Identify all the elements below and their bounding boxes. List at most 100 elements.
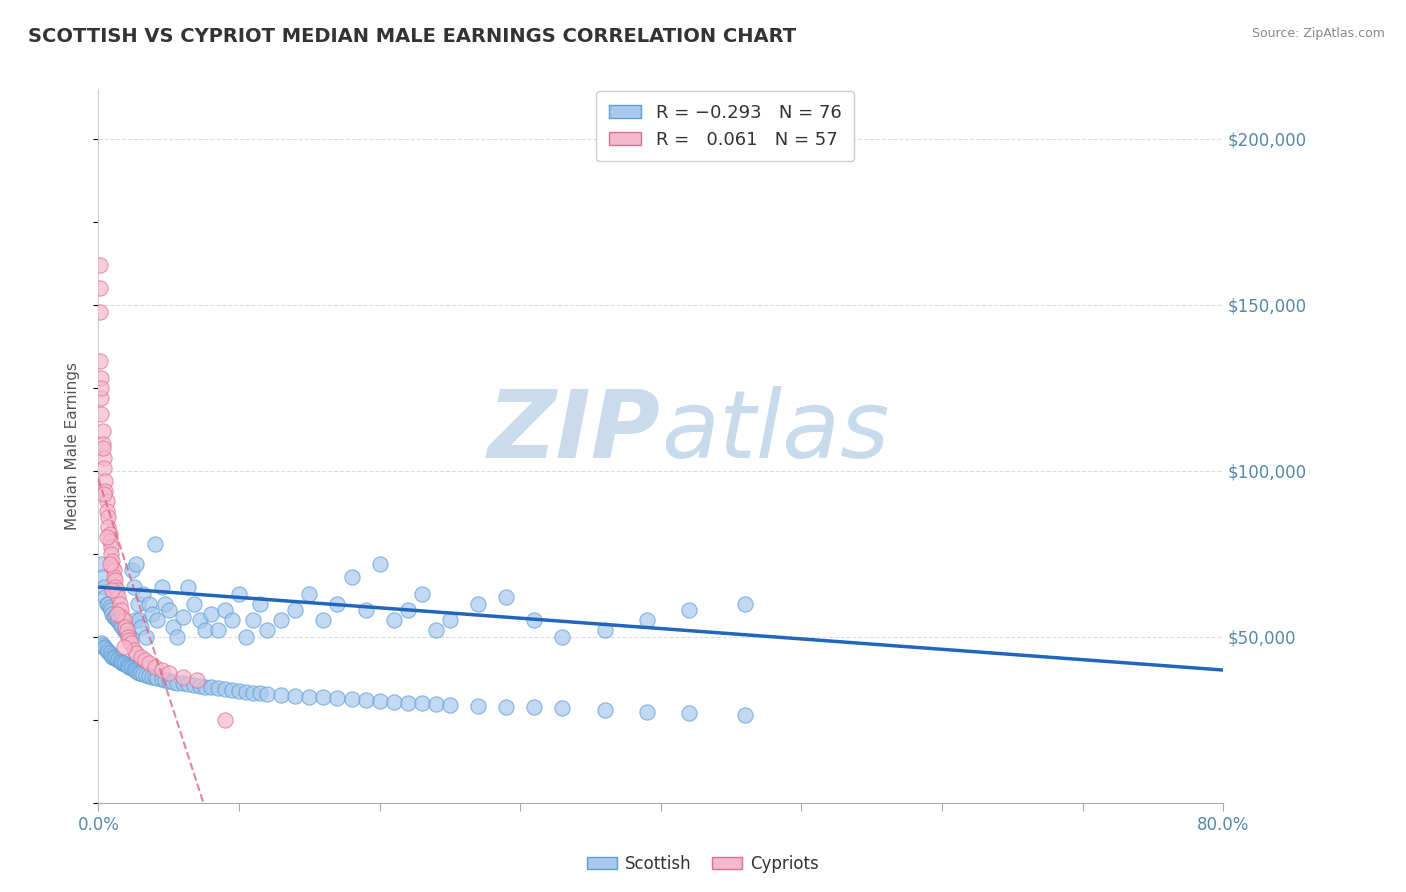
Point: [104, 651, 127, 665]
Point: [111, 620, 134, 634]
Point: [194, 624, 217, 638]
Point: [112, 613, 135, 627]
Point: [105, 613, 128, 627]
Point: [186, 673, 208, 687]
Point: [235, 630, 257, 644]
Point: [107, 653, 129, 667]
Point: [734, 597, 756, 611]
Legend: R = −0.293   N = 76, R =   0.061   N = 57: R = −0.293 N = 76, R = 0.061 N = 57: [596, 91, 855, 161]
Point: [138, 597, 160, 611]
Point: [97, 645, 120, 659]
Point: [93, 450, 115, 465]
Point: [177, 580, 200, 594]
Point: [112, 640, 135, 654]
Point: [127, 597, 149, 611]
Point: [200, 681, 222, 695]
Point: [284, 689, 307, 703]
Point: [117, 630, 139, 644]
Point: [91, 424, 114, 438]
Point: [124, 613, 146, 627]
Point: [104, 574, 127, 588]
Point: [326, 597, 349, 611]
Point: [214, 682, 236, 697]
Point: [242, 613, 264, 627]
Point: [100, 547, 122, 561]
Point: [141, 670, 163, 684]
Point: [96, 643, 118, 657]
Point: [551, 630, 574, 644]
Point: [96, 504, 118, 518]
Point: [118, 633, 141, 648]
Point: [98, 557, 121, 571]
Point: [157, 666, 180, 681]
Point: [734, 707, 756, 722]
Text: atlas: atlas: [661, 386, 889, 477]
Point: [100, 603, 122, 617]
Point: [94, 474, 117, 488]
Point: [396, 603, 419, 617]
Point: [425, 697, 447, 711]
Point: [138, 657, 160, 671]
Point: [188, 679, 211, 693]
Point: [89, 281, 111, 295]
Point: [340, 692, 363, 706]
Point: [382, 613, 405, 627]
Point: [104, 610, 127, 624]
Point: [114, 620, 136, 634]
Point: [157, 673, 180, 688]
Point: [108, 616, 131, 631]
Point: [121, 661, 143, 675]
Point: [326, 691, 349, 706]
Point: [122, 643, 145, 657]
Point: [312, 690, 335, 705]
Point: [118, 630, 141, 644]
Point: [103, 570, 125, 584]
Point: [172, 610, 194, 624]
Point: [103, 650, 125, 665]
Point: [127, 665, 149, 679]
Point: [143, 537, 166, 551]
Point: [91, 437, 114, 451]
Point: [150, 580, 173, 594]
Point: [188, 613, 211, 627]
Point: [439, 698, 461, 712]
Point: [439, 613, 461, 627]
Point: [132, 587, 155, 601]
Point: [340, 570, 363, 584]
Point: [678, 706, 700, 721]
Text: SCOTTISH VS CYPRIOT MEDIAN MALE EARNINGS CORRELATION CHART: SCOTTISH VS CYPRIOT MEDIAN MALE EARNINGS…: [28, 27, 796, 45]
Point: [115, 624, 138, 638]
Point: [354, 603, 377, 617]
Point: [108, 654, 131, 668]
Point: [523, 613, 546, 627]
Point: [221, 613, 243, 627]
Point: [120, 636, 142, 650]
Point: [103, 610, 125, 624]
Point: [125, 647, 148, 661]
Point: [146, 671, 169, 685]
Point: [162, 620, 184, 634]
Point: [396, 696, 419, 710]
Point: [94, 641, 117, 656]
Point: [105, 652, 128, 666]
Point: [117, 659, 139, 673]
Point: [122, 580, 145, 594]
Point: [200, 607, 222, 621]
Point: [110, 616, 132, 631]
Point: [117, 626, 139, 640]
Point: [100, 648, 122, 662]
Point: [112, 657, 135, 671]
Point: [93, 487, 115, 501]
Point: [678, 603, 700, 617]
Point: [97, 597, 120, 611]
Point: [104, 580, 127, 594]
Point: [235, 684, 257, 698]
Point: [166, 630, 188, 644]
Point: [523, 700, 546, 714]
Point: [98, 599, 121, 614]
Point: [120, 630, 142, 644]
Point: [141, 607, 163, 621]
Point: [115, 626, 138, 640]
Point: [135, 668, 157, 682]
Point: [166, 675, 188, 690]
